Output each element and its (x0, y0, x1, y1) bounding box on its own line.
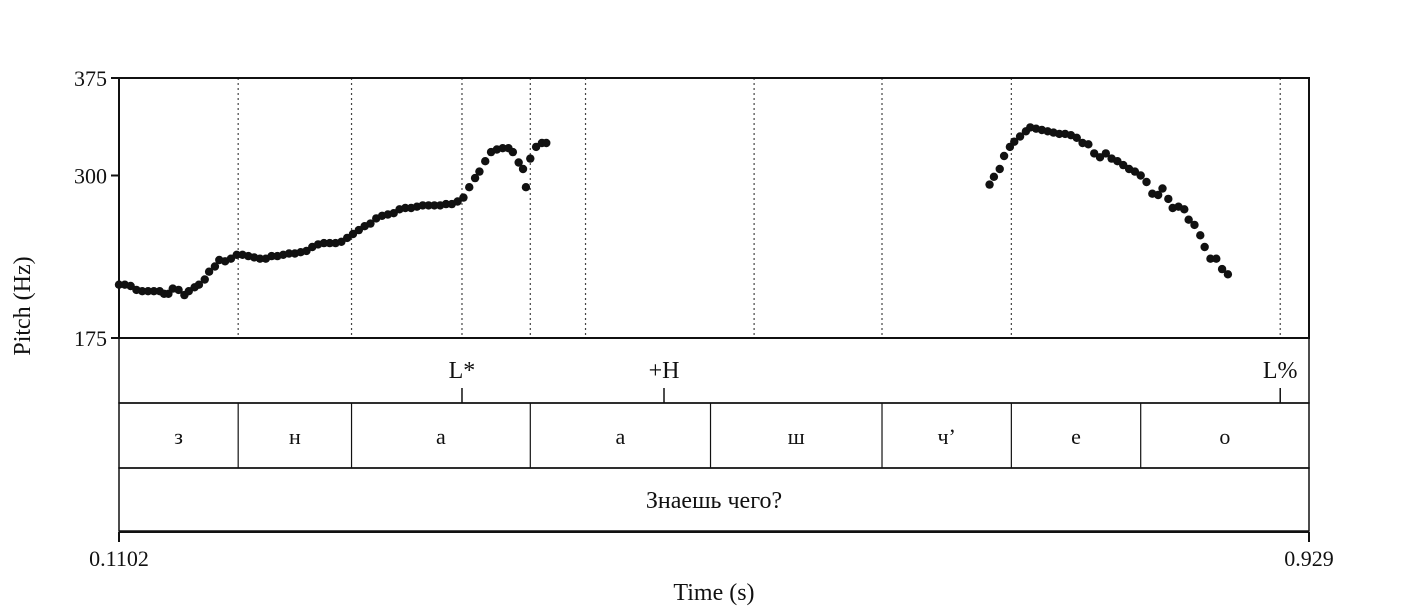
segment-tier: з н а а ш ч’ е о (174, 403, 1230, 468)
segment-label: ш (788, 424, 805, 449)
pitch-point (1015, 132, 1025, 141)
segment-label: е (1071, 424, 1081, 449)
pitch-point (518, 164, 528, 174)
pitch-point (1196, 231, 1205, 240)
y-axis-title: Pitch (Hz) (10, 256, 36, 355)
pitch-point (465, 183, 474, 192)
x-axis-ticks: 0.1102 0.929 (89, 532, 1334, 571)
pitch-point (418, 201, 427, 210)
pitch-point (459, 193, 468, 202)
sentence-label: Знаешь чего? (646, 488, 782, 514)
pitch-point (999, 151, 1009, 161)
pitch-point (498, 144, 507, 153)
x-tick-label: 0.929 (1284, 546, 1334, 571)
pitch-point (1101, 149, 1111, 158)
pitch-point (989, 172, 999, 181)
pitch-point (1142, 177, 1151, 187)
pitch-point (232, 250, 241, 259)
pitch-point (143, 287, 153, 296)
pitch-point (1200, 242, 1209, 252)
pitch-point (284, 249, 294, 258)
tone-label: L% (1263, 358, 1298, 384)
pitch-point (1190, 220, 1199, 230)
pitch-point (200, 275, 209, 284)
pitch-point (430, 201, 439, 210)
pitch-point (138, 287, 147, 296)
pitch-point (1136, 171, 1145, 180)
pitch-point (255, 254, 265, 263)
pitch-point (204, 267, 214, 276)
pitch-point (1212, 254, 1221, 263)
pitch-panel-frame (118, 77, 1310, 339)
pitch-point (995, 164, 1004, 174)
segment-label: а (616, 424, 626, 449)
y-tick-label: 375 (74, 66, 107, 91)
pitch-point (542, 138, 551, 148)
pitch-point (174, 285, 183, 295)
segment-label: ч’ (937, 424, 955, 449)
pitch-point (526, 154, 535, 163)
pitch-point (424, 201, 433, 210)
tone-tier-frame (118, 337, 1310, 404)
pitch-point (210, 262, 220, 271)
pitch-point (194, 280, 204, 289)
pitch-point (401, 203, 410, 213)
pitch-point (441, 199, 451, 209)
segment-label: з (174, 424, 183, 449)
pitch-point (1180, 205, 1189, 214)
pitch-point (514, 158, 523, 167)
pitch-point (521, 183, 531, 192)
pitch-point (1055, 129, 1064, 139)
pitch-point (470, 173, 480, 183)
segment-label: о (1219, 424, 1230, 449)
segment-label: н (289, 424, 301, 449)
pitch-point (1072, 133, 1081, 142)
pitch-point (1217, 264, 1227, 274)
interval-lines (237, 78, 1281, 338)
pitch-point (1184, 215, 1193, 224)
y-tick-label: 175 (74, 326, 107, 351)
pitch-point (1010, 137, 1019, 146)
pitch-point (985, 180, 994, 189)
pitch-point (267, 251, 276, 261)
pitch-point (149, 287, 159, 296)
pitch-point (475, 167, 484, 176)
pitch-point (508, 147, 518, 157)
segment-label: а (436, 424, 446, 449)
y-axis-ticks: 175 300 375 (74, 66, 119, 351)
pitch-point (1164, 194, 1173, 204)
x-axis-title: Time (s) (673, 580, 754, 606)
pitch-point (1206, 254, 1215, 263)
pitch-point (366, 219, 375, 228)
pitch-point (1158, 184, 1167, 193)
pitch-point (319, 238, 329, 248)
pitch-point (481, 157, 490, 166)
pitch-point (1153, 190, 1163, 200)
y-tick-label: 300 (74, 164, 107, 189)
pitch-points (114, 123, 1233, 300)
pitch-point (1223, 270, 1233, 279)
tone-label: +H (649, 358, 680, 384)
tone-tier: L* +H L% (449, 358, 1298, 403)
pitch-point (1084, 140, 1093, 149)
tone-label: L* (449, 358, 476, 384)
pitch-point (325, 238, 334, 248)
x-tick-label: 0.1102 (89, 546, 149, 571)
